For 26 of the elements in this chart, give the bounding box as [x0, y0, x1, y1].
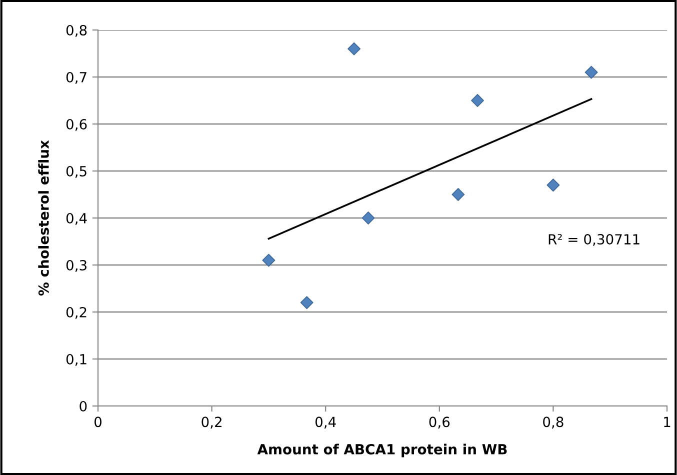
y-tick-label: 0,3: [66, 260, 86, 272]
y-axis-title: % cholesterol efflux: [38, 140, 49, 296]
x-tick-label: 0,2: [202, 416, 222, 429]
y-tick-label: 0,5: [66, 166, 86, 178]
point: [452, 188, 465, 201]
point: [546, 178, 560, 192]
x-tick-label: 0: [94, 416, 102, 428]
x-tick-label: 1: [664, 416, 670, 427]
x-tick-label: 0,8: [543, 416, 564, 429]
x-tick-label: 0,4: [315, 416, 336, 429]
point: [584, 66, 598, 79]
point: [262, 254, 276, 267]
y-tick-label: 0,1: [66, 354, 86, 366]
x-axis-title: Amount of ABCA1 protein in WB: [257, 444, 507, 458]
y-tick-label: 0,6: [66, 118, 87, 131]
point: [348, 42, 361, 56]
point: [471, 94, 484, 107]
annotation: R² = 0,30711: [548, 234, 640, 246]
y-tick-label: 0,8: [66, 24, 87, 37]
point: [362, 212, 375, 224]
point: [300, 296, 314, 310]
y-tick-label: 0: [80, 400, 87, 412]
x-tick-label: 0,6: [429, 416, 450, 429]
y-tick-label: 0,2: [66, 306, 86, 319]
y-tick-label: 0,4: [66, 212, 87, 225]
y-tick-label: 0,7: [66, 72, 86, 84]
